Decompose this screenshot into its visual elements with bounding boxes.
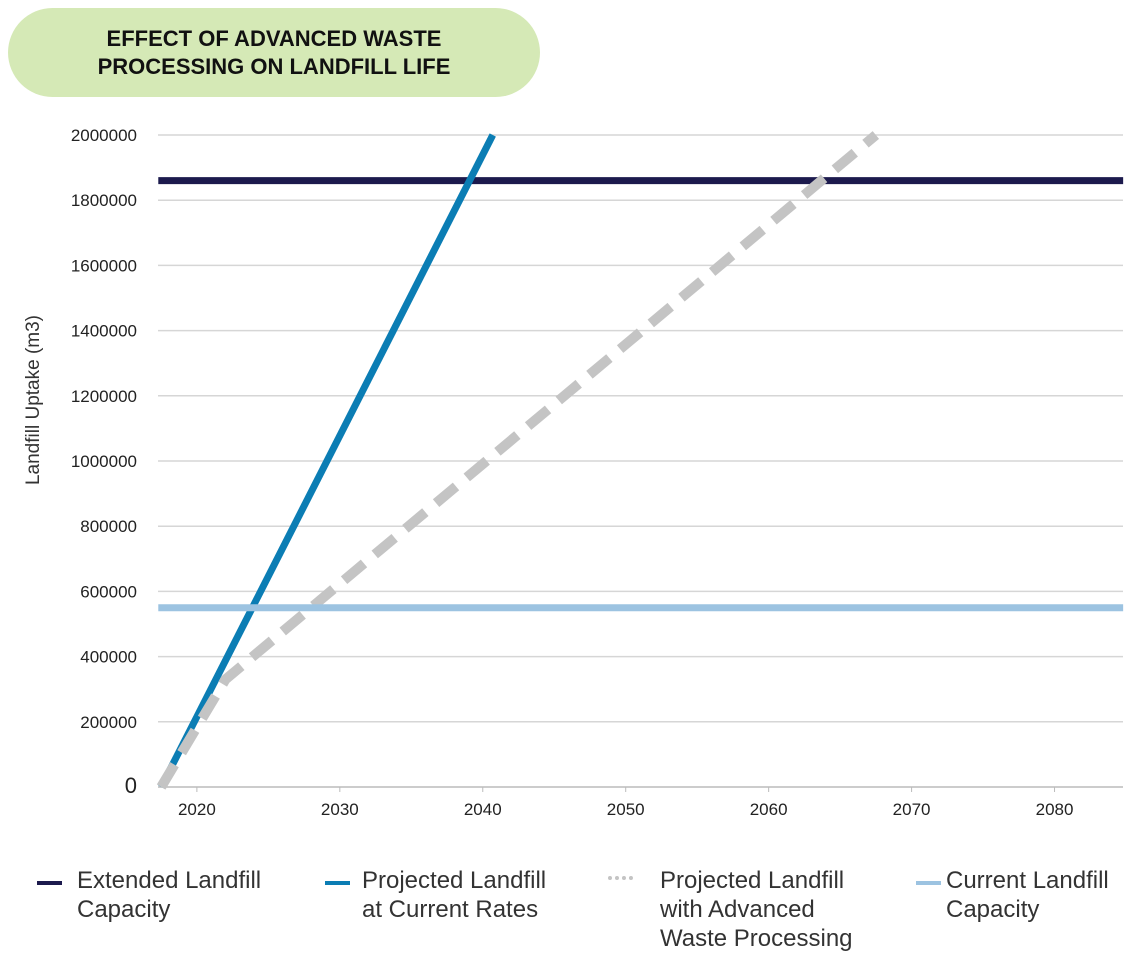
legend-swatch (916, 881, 941, 885)
legend-swatch (37, 881, 62, 885)
legend-label: Projected Landfill at Current Rates (362, 867, 547, 923)
y-tick-label: 800000 (80, 517, 137, 536)
x-tick-label: 2020 (178, 800, 216, 819)
y-tick-label: 2000000 (71, 126, 137, 145)
series-line (158, 133, 496, 789)
y-tick-label: 1400000 (71, 322, 137, 341)
y-tick-label: 1800000 (71, 191, 137, 210)
series-line (156, 131, 880, 790)
x-tick-label: 2080 (1036, 800, 1074, 819)
y-tick-label: 400000 (80, 648, 137, 667)
chart-title: EFFECT OF ADVANCED WASTE PROCESSING ON L… (97, 25, 451, 79)
y-tick-label: 1200000 (71, 387, 137, 406)
y-tick-label: 200000 (80, 713, 137, 732)
x-tick-label: 2060 (750, 800, 788, 819)
x-tick-label: 2030 (321, 800, 359, 819)
y-tick-label: 0 (125, 773, 137, 798)
y-tick-label: 1000000 (71, 452, 137, 471)
x-tick-label: 2050 (607, 800, 645, 819)
legend-label: Extended Landfill Capacity (77, 867, 262, 923)
legend-swatch (608, 876, 633, 880)
legend-label: Current Landfill Capacity (946, 867, 1109, 923)
y-axis-label: Landfill Uptake (m3) (23, 315, 44, 485)
legend-label: Projected Landfill with Advanced Waste P… (660, 867, 853, 952)
y-tick-label: 600000 (80, 582, 137, 601)
x-tick-label: 2040 (464, 800, 502, 819)
title-pill: EFFECT OF ADVANCED WASTE PROCESSING ON L… (8, 8, 540, 97)
legend-swatch (325, 881, 350, 885)
y-tick-label: 1600000 (71, 256, 137, 275)
x-tick-label: 2070 (893, 800, 931, 819)
